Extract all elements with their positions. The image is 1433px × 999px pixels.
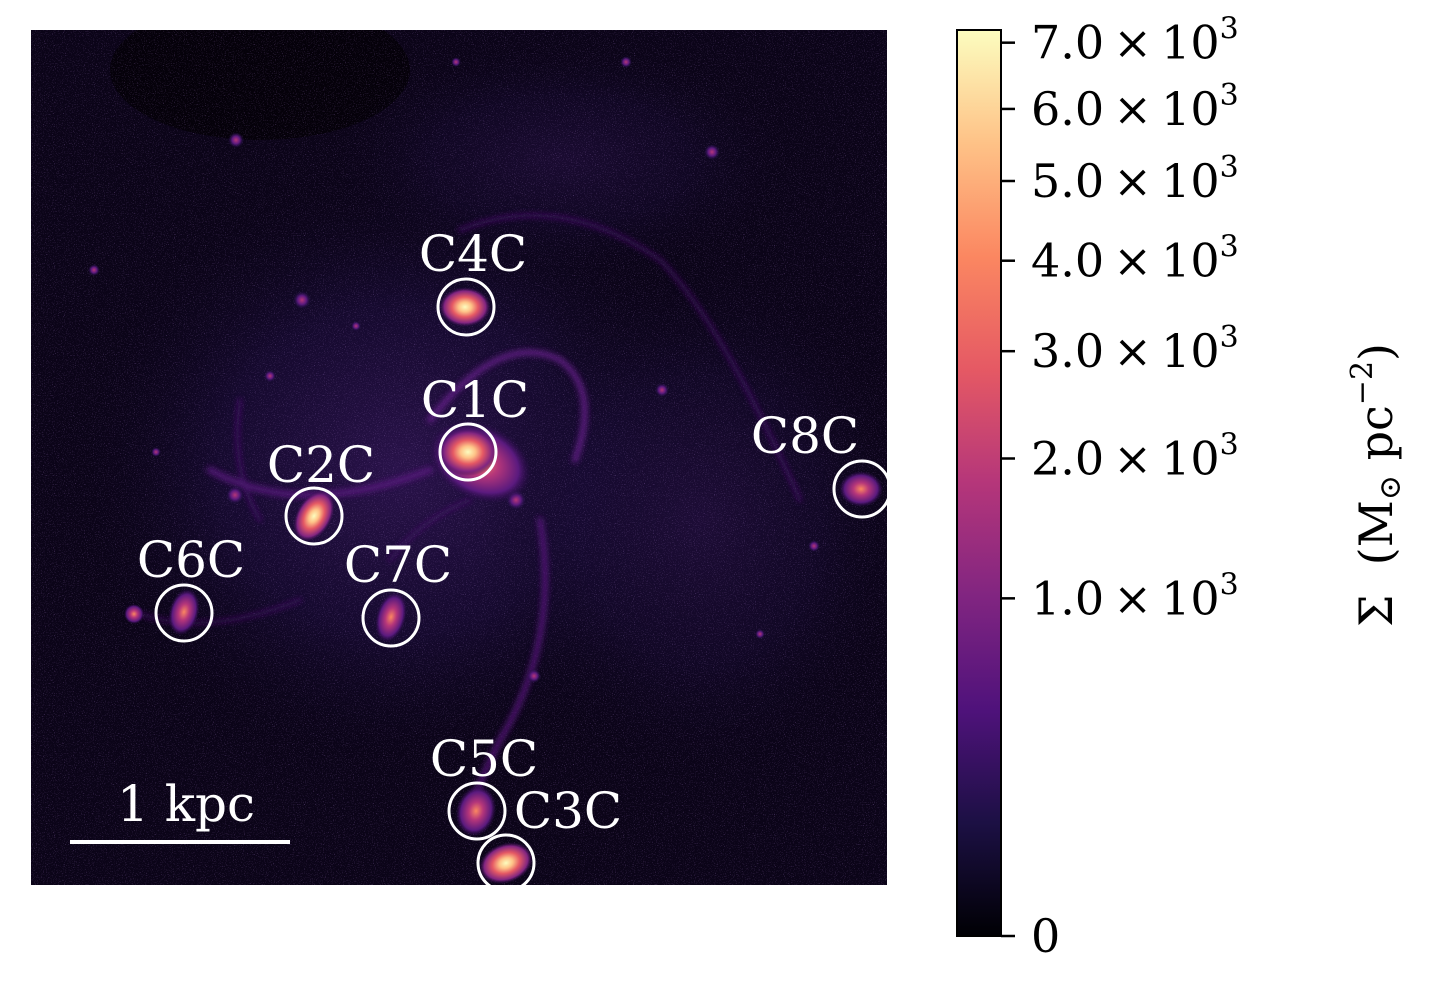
filament xyxy=(128,598,302,625)
faint-clump xyxy=(755,629,765,639)
clump-label-c6c: C6C xyxy=(137,531,245,589)
colorbar-tick-exponent: 3 xyxy=(1220,320,1239,355)
faint-clump xyxy=(124,604,144,624)
colorbar-tick-mantissa: 5.0 × 10 xyxy=(1031,154,1220,208)
faint-clump xyxy=(264,370,276,382)
filament xyxy=(235,398,262,522)
colorbar-label: Σ (M⊙ pc−2) xyxy=(1345,343,1408,627)
clump-c4c-core xyxy=(439,287,491,327)
clump-label-c1c: C1C xyxy=(421,371,529,429)
colorbar-tick-exponent: 3 xyxy=(1220,78,1239,113)
clump-c6c-core xyxy=(168,588,200,636)
scale-bar: 1 kpc xyxy=(70,775,290,844)
clump-label-c2c: C2C xyxy=(267,436,375,494)
colorbar-tick-exponent: 3 xyxy=(1220,427,1239,462)
colorbar-tick-mantissa: 6.0 × 10 xyxy=(1031,82,1220,136)
clump-marker-c8c xyxy=(832,459,887,519)
clump-c3c-core xyxy=(478,841,534,885)
clump-c2c-core xyxy=(293,490,335,542)
colorbar-tick-label: 5.0 × 103 xyxy=(1031,150,1239,208)
colorbar-tick-mantissa: 1.0 × 10 xyxy=(1031,571,1220,625)
faint-clump xyxy=(228,132,244,148)
clump-c1c-core xyxy=(438,428,498,476)
clump-label-c7c: C7C xyxy=(344,536,452,594)
clump-marker-c7c xyxy=(361,588,421,648)
clump-label-c3c: C3C xyxy=(514,782,622,840)
filament xyxy=(388,498,472,562)
faint-clump xyxy=(655,383,669,397)
colorbar-tick-mantissa: 4.0 × 10 xyxy=(1031,234,1220,288)
clump-marker-c4c xyxy=(436,277,496,337)
colorbar-label-unit-sup: −2 xyxy=(1345,361,1380,405)
clump-marker-c6c xyxy=(154,583,214,643)
clump-label-c5c: C5C xyxy=(430,730,538,788)
clump-label-c8c: C8C xyxy=(751,407,859,465)
colorbar-label-unit-close: ) xyxy=(1349,343,1403,361)
colorbar-tick-exponent: 3 xyxy=(1220,230,1239,265)
faint-clump xyxy=(808,540,820,552)
colorbar-label-unit-open: (M xyxy=(1349,500,1403,565)
clump-label-c4c: C4C xyxy=(419,225,527,283)
clump-marker-c5c xyxy=(447,781,507,841)
colorbar-label-unit-mid: pc xyxy=(1349,405,1403,475)
colorbar-label-unit-sub: ⊙ xyxy=(1373,475,1408,500)
scale-bar-label: 1 kpc xyxy=(117,775,255,833)
faint-clump xyxy=(151,447,161,457)
clump-marker-c2c xyxy=(284,486,344,546)
surface-density-image: C4C C1C C2C C8C C6C C7C C5C C3C 1 kpc xyxy=(31,30,887,885)
faint-clump xyxy=(88,264,100,276)
clump-markers xyxy=(154,277,887,885)
filament xyxy=(427,349,588,463)
faint-clump xyxy=(527,669,541,683)
clump-labels: C4C C1C C2C C8C C6C C7C C5C C3C xyxy=(137,225,859,840)
main-clumps xyxy=(168,287,883,885)
filament xyxy=(458,213,802,502)
colorbar-tick-mantissa: 3.0 × 10 xyxy=(1031,324,1220,378)
clump-c8c-core xyxy=(839,471,883,507)
colorbar-tick-mantissa: 7.0 × 10 xyxy=(1031,16,1220,70)
colorbar-tick-label: 4.0 × 103 xyxy=(1031,230,1239,288)
colorbar-tick-exponent: 3 xyxy=(1220,12,1239,47)
colorbar-label-symbol: Σ xyxy=(1349,594,1403,627)
clump-marker-c1c xyxy=(438,422,498,482)
clump-marker-c3c xyxy=(476,833,536,885)
colorbar-label-spacer xyxy=(1349,565,1403,594)
colorbar-tick-label: 7.0 × 103 xyxy=(1031,12,1239,70)
faint-clump xyxy=(293,291,311,309)
colorbar-tick-label: 0 xyxy=(1031,909,1060,963)
clump-c5c-core xyxy=(455,785,497,837)
colorbar-tick-mantissa: 2.0 × 10 xyxy=(1031,431,1220,485)
faint-clump xyxy=(704,144,720,160)
colorbar-tick-exponent: 3 xyxy=(1220,150,1239,185)
colorbar-tick-label: 2.0 × 103 xyxy=(1031,427,1239,485)
colorbar-tick-label: 3.0 × 103 xyxy=(1031,320,1239,378)
colorbar-tick-label: 6.0 × 103 xyxy=(1031,78,1239,136)
clump-c7c-core xyxy=(375,591,407,643)
colorbar-gradient xyxy=(956,29,1002,937)
faint-clump xyxy=(451,57,461,67)
faint-clump xyxy=(351,321,361,331)
faint-clump xyxy=(620,56,632,68)
colorbar-tick-exponent: 3 xyxy=(1220,567,1239,602)
colorbar-tick-label: 1.0 × 103 xyxy=(1031,567,1239,625)
faint-clump xyxy=(226,486,244,504)
